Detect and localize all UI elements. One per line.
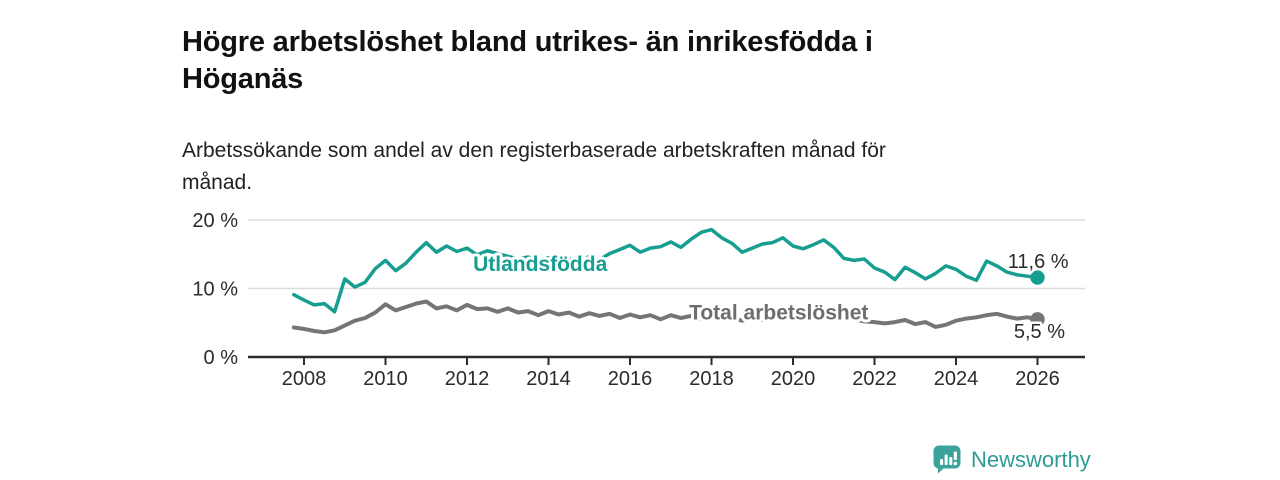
y-tick-label: 10 %	[192, 279, 238, 301]
y-tick-label: 0 %	[204, 347, 239, 369]
series-end-dot-utlandsf-dda	[1030, 270, 1045, 285]
x-tick-label: 2008	[282, 368, 327, 390]
x-tick-label: 2024	[934, 368, 979, 390]
y-tick-label: 20 %	[192, 210, 238, 232]
chart-subtitle: Arbetssökande som andel av den registerb…	[182, 139, 886, 194]
unemployment-line-chart: 2008 2010 2012 2014 2016 2018 2020 2022 2024 2026…	[180, 195, 1100, 407]
x-tick-label: 2012	[445, 368, 490, 390]
series-label-total-arbetsl-shet: Total arbetslöshet	[689, 301, 868, 324]
x-tick-label: 2010	[363, 368, 408, 390]
series-line-total-arbetsl-shet	[291, 299, 1040, 335]
x-tick-label: 2022	[852, 368, 897, 390]
x-tick-label: 2026	[1015, 368, 1060, 390]
series-end-dot-total-arbetsl-shet	[1030, 312, 1045, 327]
x-tick-label: 2020	[771, 368, 816, 390]
x-tick-label: 2016	[608, 368, 653, 390]
series-line-utlandsf-dda	[292, 227, 1040, 314]
chart-canvas: 2008 2010 2012 2014 2016 2018 2020 2022 2024 2026…	[192, 210, 1085, 390]
series-label-utlandsf-dda: Utlandsfödda	[473, 253, 607, 276]
newsworthy-brand: Newsworthy	[932, 444, 1091, 475]
page-title: Högre arbetslöshet bland utrikes- än inr…	[182, 26, 873, 95]
brand-wordmark: Newsworthy	[971, 446, 1091, 472]
bar-chart-speech-bubble-icon	[933, 445, 961, 474]
value-annotation: 5,5 %	[1014, 321, 1065, 343]
value-annotation: 11,6 %	[1008, 251, 1069, 273]
x-tick-label: 2018	[689, 368, 734, 390]
x-tick-label: 2014	[526, 368, 571, 390]
